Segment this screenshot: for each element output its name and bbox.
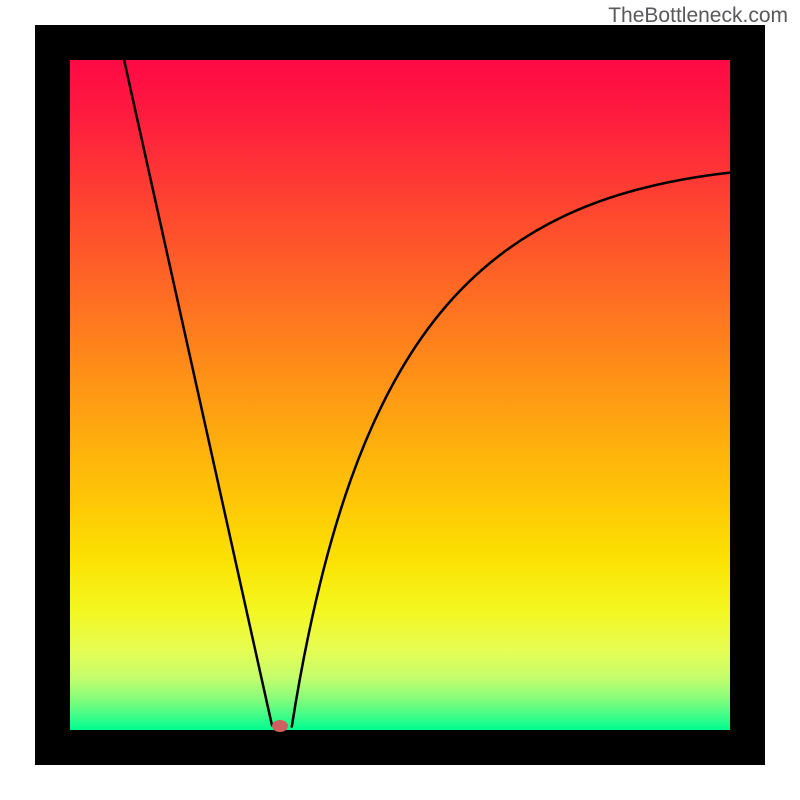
chart-canvas: TheBottleneck.com <box>0 0 800 800</box>
watermark-text: TheBottleneck.com <box>608 4 788 28</box>
optimal-point-marker <box>272 720 288 732</box>
bottleneck-curve <box>0 0 800 800</box>
